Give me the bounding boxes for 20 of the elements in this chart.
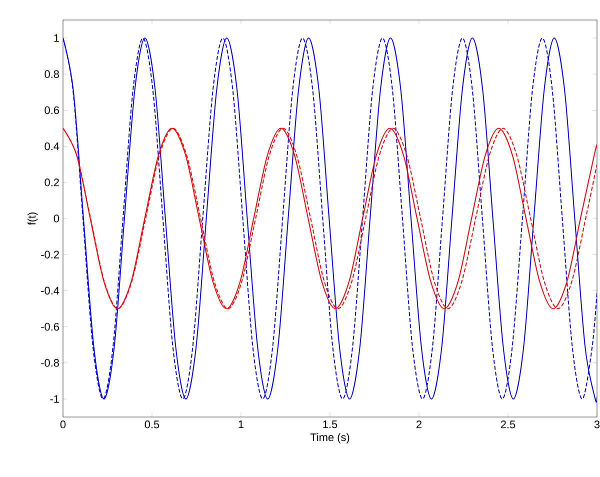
y-tick-label: 0 bbox=[54, 214, 60, 222]
x-tick-label: 3 bbox=[594, 420, 600, 428]
x-tick-label: 0 bbox=[60, 420, 66, 428]
x-tick-label: 1 bbox=[238, 420, 244, 428]
y-tick-label: 0.6 bbox=[44, 106, 59, 114]
x-tick-label: 1.5 bbox=[323, 420, 338, 428]
y-tick-label: -0.6 bbox=[41, 322, 59, 331]
y-axis-title: f(t) bbox=[28, 212, 38, 226]
y-tick-label: -0.8 bbox=[41, 358, 59, 367]
x-tick-label: 2 bbox=[416, 420, 422, 428]
y-tick-label: -0.2 bbox=[41, 250, 59, 258]
y-tick-label: 0.8 bbox=[44, 70, 59, 78]
y-tick-label: 0.2 bbox=[44, 178, 59, 186]
y-tick-label: 1 bbox=[54, 34, 59, 42]
x-tick-label: 2.5 bbox=[500, 420, 516, 428]
x-tick-label: 0.5 bbox=[144, 420, 160, 428]
y-tick-label: -0.4 bbox=[41, 286, 60, 295]
y-tick-label: 0.4 bbox=[44, 142, 60, 150]
y-tick-label: -1 bbox=[50, 395, 59, 403]
x-axis-title: Time (s) bbox=[310, 433, 350, 444]
